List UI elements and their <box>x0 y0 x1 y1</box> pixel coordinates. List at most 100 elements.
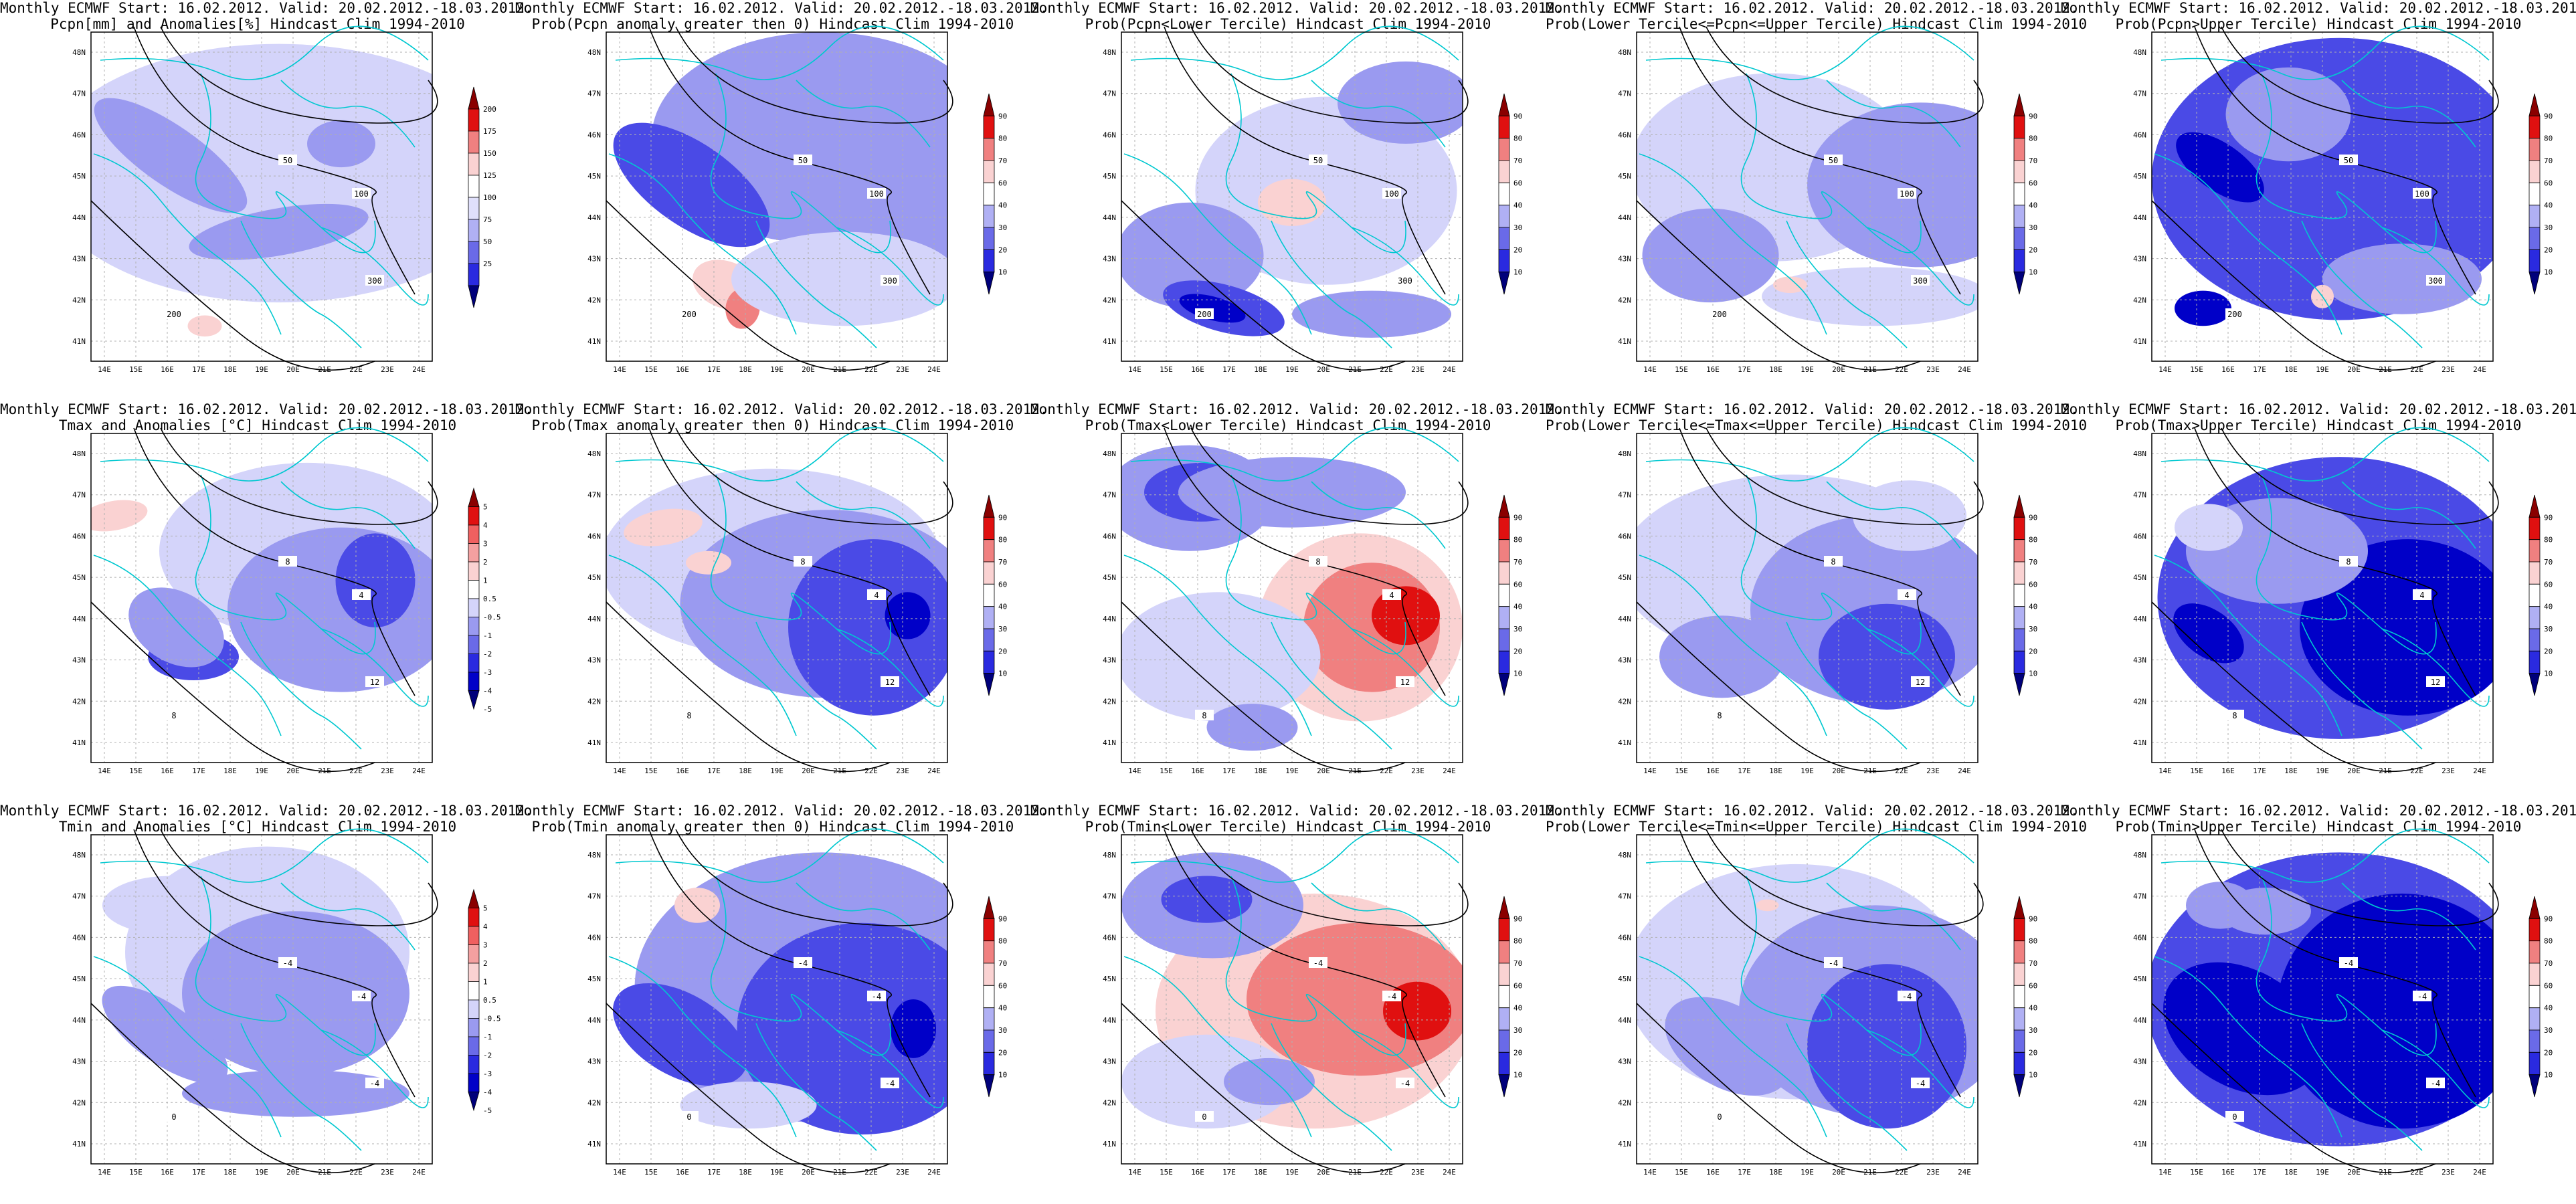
field-region <box>1756 899 1779 912</box>
colorbar-segment <box>2013 494 2025 518</box>
contour-label: 300 <box>1398 276 1412 286</box>
colorbar-segment <box>468 580 480 599</box>
colorbar: 90 80 70 60 40 30 20 10 <box>1498 494 1522 696</box>
lon-tick-label: 24E <box>2473 767 2486 775</box>
field-region <box>674 888 720 923</box>
colorbar-segment <box>1498 650 1510 674</box>
contour-lines <box>606 829 953 1174</box>
colorbar: 5 4 3 2 1 0.5 -0.5 -1 -2 -3 -4 -5 <box>468 487 501 714</box>
lon-tick-label: 19E <box>770 365 784 374</box>
contour-line <box>90 200 375 371</box>
colorbar-segment <box>2013 1074 2025 1098</box>
lon-tick-label: 23E <box>2442 365 2455 374</box>
shaded-field <box>1121 61 1463 338</box>
forecast-map-panel: Monthly ECMWF Start: 16.02.2012. Valid: … <box>2061 0 2576 401</box>
lon-tick-label: 19E <box>1801 365 1814 374</box>
lon-tick-label: 24E <box>927 767 941 775</box>
colorbar-tick-label: 10 <box>2544 670 2553 678</box>
map-title: Monthly ECMWF Start: 16.02.2012. Valid: … <box>1546 401 2087 433</box>
colorbar-tick-label: 1 <box>483 577 488 585</box>
country-borders <box>2154 427 2490 750</box>
lat-tick-label: 45N <box>1103 573 1116 582</box>
colorbar-tick-label: 20 <box>2544 1048 2553 1057</box>
colorbar-tick-label: 70 <box>998 157 1007 165</box>
lon-tick-label: 20E <box>1832 767 1845 775</box>
border-line <box>1271 1023 1392 1151</box>
lon-tick-label: 21E <box>1348 1168 1362 1177</box>
contour-label-bg <box>1898 589 1916 600</box>
lon-tick-label: 23E <box>381 767 394 775</box>
colorbar-segment <box>1498 963 1510 986</box>
field-region <box>182 911 409 1076</box>
lon-tick-label: 22E <box>1895 767 1908 775</box>
lon-tick-label: 21E <box>2379 1168 2392 1177</box>
forecast-map-panel: Monthly ECMWF Start: 16.02.2012. Valid: … <box>1546 401 2087 803</box>
border-line <box>280 80 416 148</box>
colorbar-tick-label: 80 <box>2544 536 2553 544</box>
lon-tick-label: 16E <box>1706 1168 1720 1177</box>
lon-tick-label: 15E <box>1675 767 1688 775</box>
country-borders <box>608 25 944 348</box>
field-region <box>1179 294 1246 323</box>
lon-tick-label: 15E <box>1160 365 1173 374</box>
colorbar-segment <box>983 606 995 629</box>
shaded-field <box>606 468 947 716</box>
lat-tick-label: 43N <box>1618 255 1631 264</box>
colorbar-tick-label: 3 <box>483 941 488 950</box>
colorbar-tick-label: 70 <box>1513 959 1522 968</box>
field-region <box>1853 480 1966 551</box>
colorbar-segment <box>983 985 995 1009</box>
lon-tick-label: 24E <box>1958 1168 1971 1177</box>
contour-line <box>2221 829 2499 926</box>
map-frame <box>90 834 433 1165</box>
colorbar-segment <box>2528 1074 2541 1098</box>
border-line <box>1645 427 1974 482</box>
border-line <box>755 1023 877 1151</box>
colorbar-segment <box>1498 1051 1510 1076</box>
contour-label-bg <box>1382 589 1401 600</box>
colorbar-tick-label: 125 <box>483 171 496 180</box>
lon-tick-label: 22E <box>2410 365 2423 374</box>
colorbar-segment <box>468 1018 480 1037</box>
lon-tick-label: 23E <box>2442 1168 2455 1177</box>
lat-tick-label: 45N <box>72 172 86 181</box>
contour-line <box>1636 601 1921 773</box>
colorbar-segment <box>983 272 995 295</box>
contour-line <box>1121 601 1406 773</box>
contour-label-bg <box>1195 1111 1214 1122</box>
colorbar-segment <box>2528 985 2541 1009</box>
lon-tick-label: 19E <box>1801 1168 1814 1177</box>
colorbar-tick-label: 40 <box>2029 1004 2037 1013</box>
country-borders <box>2154 828 2490 1151</box>
lon-tick-label: 21E <box>833 365 846 374</box>
colorbar-segment <box>2013 650 2025 674</box>
colorbar-tick-label: 90 <box>2029 513 2037 522</box>
map-plot: -4 -4 0 -4 41N 42N 43N 44N 45N 46N 47N 48N 14E 15E 16E… <box>2133 828 2553 1177</box>
lat-tick-label: 47N <box>1103 491 1116 500</box>
colorbar-segment <box>2013 963 2025 986</box>
colorbar-segment <box>468 672 480 691</box>
border-line <box>796 882 931 950</box>
map-title-line2: Prob(Pcpn anomaly greater then 0) Hindca… <box>531 16 1014 32</box>
contour-label-bg <box>2225 308 2244 319</box>
contour-label-bg <box>1396 676 1414 687</box>
lat-tick-label: 41N <box>1103 738 1116 747</box>
lon-tick-label: 14E <box>2158 1168 2172 1177</box>
contour-label-bg <box>365 1078 384 1088</box>
contour-label: 200 <box>1712 310 1727 319</box>
colorbar-tick-label: -2 <box>483 1051 492 1060</box>
contour-label: -4 <box>370 1079 379 1088</box>
field-region <box>1178 457 1406 528</box>
contour-label-bg <box>2426 1078 2445 1088</box>
colorbar: 90 80 70 60 40 30 20 10 <box>1498 93 1522 295</box>
forecast-map-panel: Monthly ECMWF Start: 16.02.2012. Valid: … <box>1030 803 1564 1204</box>
border-line <box>2381 227 2490 306</box>
map-title: Monthly ECMWF Start: 16.02.2012. Valid: … <box>1030 0 1564 32</box>
colorbar-tick-label: 10 <box>1513 268 1522 277</box>
colorbar-segment <box>2013 561 2025 585</box>
map-title-line2: Prob(Tmin<Lower Tercile) Hindcast Clim 1… <box>1085 819 1491 835</box>
contour-label-bg <box>2339 556 2358 567</box>
lat-tick-label: 48N <box>72 851 86 860</box>
field-region <box>102 985 228 1084</box>
colorbar-tick-label: 30 <box>2029 223 2037 232</box>
